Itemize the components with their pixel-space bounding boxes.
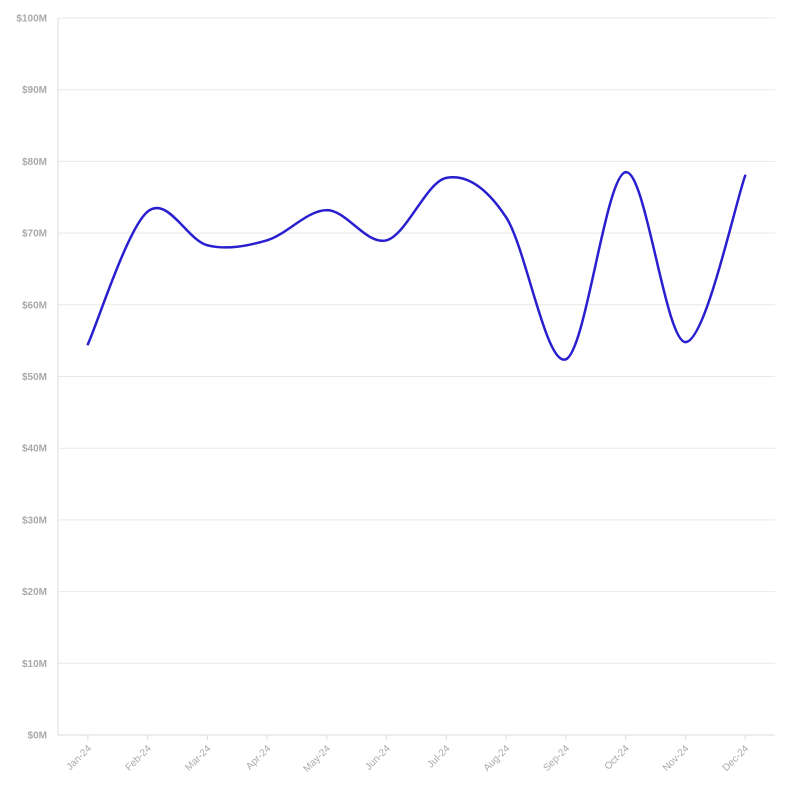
y-tick-label: $40M: [22, 444, 47, 455]
x-tick-label: Feb-24: [124, 743, 154, 773]
data-point: [325, 208, 329, 212]
x-tick-label: Apr-24: [244, 743, 273, 772]
y-tick-label: $10M: [22, 659, 47, 670]
data-point: [265, 239, 269, 242]
y-tick-label: $0M: [28, 731, 47, 742]
data-point: [445, 176, 448, 180]
x-tick-label: Jan-24: [65, 743, 95, 773]
data-point: [684, 340, 687, 344]
x-tick-label: Mar-24: [183, 743, 213, 773]
data-point: [743, 174, 747, 177]
x-tick-label: Jun-24: [363, 743, 393, 773]
data-point: [206, 244, 209, 247]
y-tick-label: $90M: [22, 85, 47, 96]
data-point: [385, 239, 388, 242]
x-tick-label: Dec-24: [721, 743, 752, 774]
y-tick-label: $60M: [22, 300, 47, 311]
y-axis: $0M $10M $20M $30M $40M $50M $60M $70M $80M $90M $…: [16, 14, 59, 742]
y-tick-label: $20M: [22, 587, 47, 598]
x-tick-label: Nov-24: [661, 743, 692, 774]
y-tick-label: $80M: [22, 157, 47, 168]
y-tick-label: $100M: [16, 14, 47, 25]
x-tick-label: Aug-24: [482, 743, 513, 774]
x-axis: Jan-24 Feb-24 Mar-24 Apr-24 May-24 Jun-24 Jul-…: [65, 735, 752, 775]
data-point: [564, 358, 568, 361]
data-point: [624, 170, 627, 174]
x-tick-label: Sep-24: [541, 743, 572, 774]
y-tick-label: $50M: [22, 372, 47, 383]
data-point: [146, 210, 149, 213]
y-tick-label: $30M: [22, 515, 47, 526]
x-tick-label: Jul-24: [425, 743, 452, 770]
series-layer: [86, 170, 747, 361]
data-point: [86, 343, 90, 346]
x-tick-label: May-24: [302, 743, 334, 775]
x-tick-label: Oct-24: [603, 743, 632, 772]
gridlines: [58, 17, 775, 736]
series-line: [86, 170, 747, 361]
y-tick-label: $70M: [22, 229, 47, 240]
data-point: [504, 216, 508, 219]
